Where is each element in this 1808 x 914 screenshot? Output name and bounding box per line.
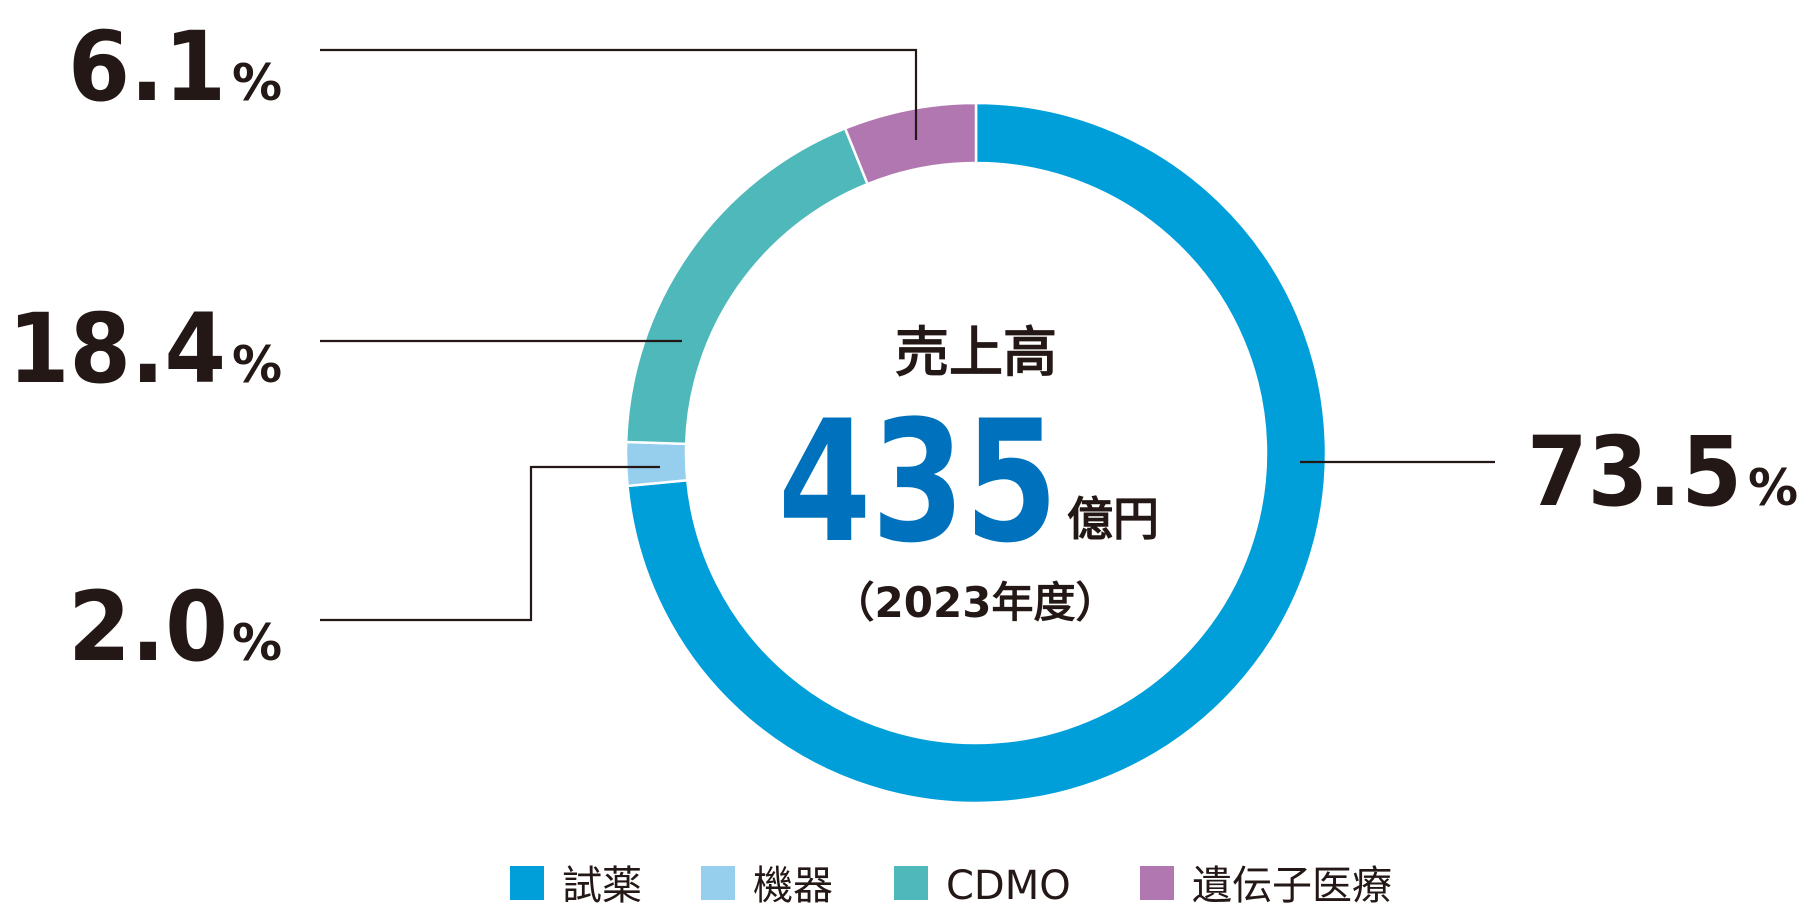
legend-swatch-idenshi (1140, 866, 1174, 900)
legend-swatch-cdmo (894, 866, 928, 900)
value-label-kiki-unit: % (232, 614, 282, 672)
value-label-shiyaku: 73.5 % (1527, 416, 1798, 528)
value-label-idenshi-number: 6.1 (68, 11, 226, 123)
donut-slice-shiyaku (626, 101, 1328, 805)
center-value: 435 (778, 384, 1058, 580)
donut-slice-idenshi (843, 101, 978, 186)
legend-label-idenshi: 遺伝子医療 (1192, 863, 1392, 909)
center-value-unit: 億円 (1067, 492, 1159, 546)
leader-line-kiki (320, 465, 660, 622)
donut-slice-kiki (624, 440, 689, 488)
value-label-cdmo-number: 18.4 (8, 293, 226, 405)
value-label-shiyaku-number: 73.5 (1527, 416, 1742, 528)
value-label-kiki-number: 2.0 (68, 571, 228, 683)
legend-label-cdmo: CDMO (946, 863, 1071, 909)
legend-item-idenshi: 遺伝子医療 (1140, 863, 1392, 909)
value-label-cdmo: 18.4 % (8, 293, 282, 405)
legend-swatch-shiyaku (510, 866, 544, 900)
legend-item-cdmo: CDMO (894, 863, 1071, 909)
legend-item-shiyaku: 試薬 (510, 863, 642, 909)
legend-swatch-kiki (701, 866, 735, 900)
value-label-cdmo-unit: % (232, 336, 282, 394)
value-label-idenshi-unit: % (232, 54, 282, 112)
center-label: 売上高 (895, 321, 1057, 384)
donut-slices (624, 101, 1328, 805)
legend: 試薬 機器 CDMO 遺伝子医療 (510, 863, 1392, 909)
legend-label-kiki: 機器 (753, 863, 833, 909)
legend-label-shiyaku: 試薬 (562, 863, 642, 909)
center-period: （2023年度） (833, 578, 1118, 627)
value-label-idenshi: 6.1 % (68, 11, 282, 123)
value-label-shiyaku-unit: % (1748, 459, 1798, 517)
legend-item-kiki: 機器 (701, 863, 833, 909)
leader-line-idenshi (320, 48, 918, 140)
value-label-kiki: 2.0 % (68, 571, 282, 683)
